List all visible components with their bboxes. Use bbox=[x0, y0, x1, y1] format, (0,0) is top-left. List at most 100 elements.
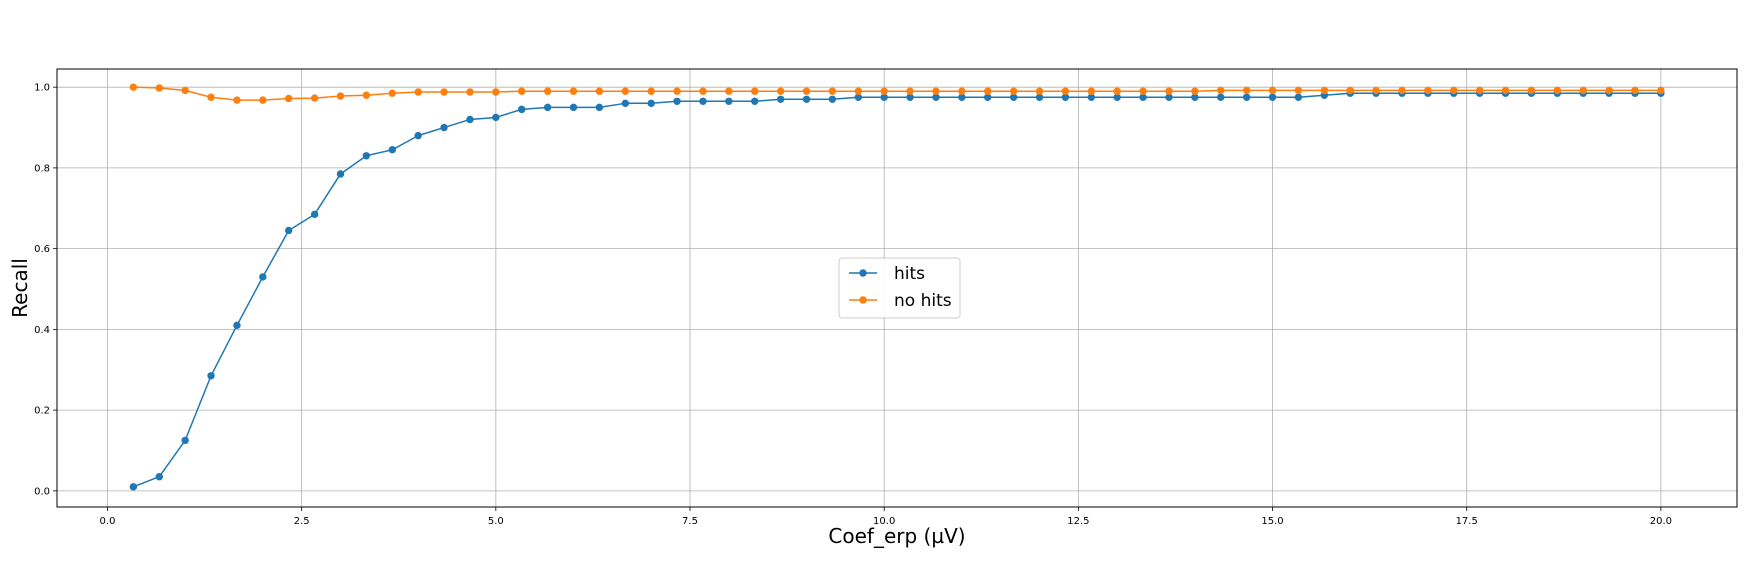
series-0-point bbox=[1139, 93, 1147, 101]
series-0-point bbox=[543, 103, 552, 112]
series-0-point bbox=[1294, 93, 1303, 101]
x-tick-label: 0.0 bbox=[100, 516, 116, 527]
series-1-point bbox=[1217, 86, 1225, 95]
series-0-point bbox=[880, 93, 888, 101]
series-0-point bbox=[595, 103, 604, 112]
plot-frame bbox=[56, 68, 1738, 508]
series-1-point bbox=[647, 87, 655, 95]
series-1-point bbox=[129, 83, 138, 91]
series-1-point bbox=[569, 87, 578, 95]
series-1-point bbox=[1009, 87, 1018, 95]
series-1-point bbox=[751, 87, 759, 95]
legend-label: no hits bbox=[894, 291, 952, 311]
y-tick-label: 0.6 bbox=[34, 244, 50, 255]
series-1-point bbox=[1424, 86, 1432, 95]
series-1-point bbox=[932, 87, 940, 95]
series-line-0 bbox=[133, 92, 1661, 488]
series-0-point bbox=[828, 95, 837, 103]
series-1-point bbox=[1061, 87, 1070, 95]
series-1-point bbox=[854, 87, 863, 95]
series-1-point bbox=[1372, 86, 1380, 95]
series-1-point bbox=[1501, 86, 1510, 95]
series-line-1 bbox=[133, 86, 1661, 101]
series-0-point bbox=[932, 93, 940, 101]
series-0-point bbox=[1217, 93, 1225, 101]
series-1-point bbox=[828, 87, 837, 95]
series-1-point bbox=[1242, 86, 1251, 95]
x-tick-label: 2.5 bbox=[294, 516, 310, 527]
series-1-point bbox=[595, 87, 604, 95]
series-1-point bbox=[1605, 86, 1613, 95]
series-1-point bbox=[1035, 87, 1044, 95]
series-1-point bbox=[1294, 86, 1303, 95]
y-tick-label: 1.0 bbox=[34, 83, 50, 94]
y-tick-label: 0.0 bbox=[34, 486, 50, 497]
series-1-point bbox=[336, 92, 345, 100]
series-1-point bbox=[802, 87, 811, 95]
series-0-point bbox=[1268, 93, 1277, 101]
x-tick-label: 10.0 bbox=[873, 516, 895, 527]
series-1-point bbox=[1398, 86, 1406, 95]
series-0-point bbox=[155, 473, 163, 481]
series-0-point bbox=[129, 483, 138, 491]
series-1-point bbox=[1631, 86, 1639, 95]
legend-label: hits bbox=[894, 264, 925, 284]
series-1-point bbox=[414, 88, 422, 96]
series-0-point bbox=[362, 152, 371, 160]
series-0-point bbox=[259, 273, 267, 281]
legend-swatch-marker bbox=[859, 269, 867, 277]
x-tick-label: 5.0 bbox=[488, 516, 504, 527]
series-0-point bbox=[492, 113, 500, 122]
series-1-point bbox=[1450, 86, 1458, 95]
x-tick-label: 20.0 bbox=[1650, 516, 1672, 527]
series-0-point bbox=[1191, 93, 1199, 101]
series-0-point bbox=[207, 372, 215, 380]
series-0-point bbox=[906, 93, 914, 101]
x-tick-label: 15.0 bbox=[1261, 516, 1283, 527]
series-1-point bbox=[362, 91, 371, 99]
series-1-point bbox=[466, 88, 474, 96]
y-tick-label: 0.2 bbox=[34, 406, 50, 417]
series-0-point bbox=[1087, 93, 1096, 101]
series-layer bbox=[129, 83, 1665, 491]
series-1-point bbox=[958, 87, 966, 95]
series-0-point bbox=[440, 123, 448, 132]
series-1-point bbox=[1553, 86, 1562, 95]
series-0-point bbox=[336, 170, 345, 178]
y-tick-label: 0.8 bbox=[34, 163, 50, 174]
series-1-point bbox=[155, 84, 163, 92]
y-axis-title: Recall bbox=[8, 258, 32, 318]
series-1-point bbox=[1346, 86, 1354, 95]
series-0-point bbox=[569, 103, 578, 112]
series-0-point bbox=[621, 99, 630, 108]
series-1-point bbox=[1191, 87, 1199, 95]
x-tick-label: 17.5 bbox=[1456, 516, 1478, 527]
legend: hits no hits bbox=[838, 257, 961, 319]
series-1-point bbox=[776, 87, 785, 95]
series-0-point bbox=[751, 97, 759, 105]
series-1-point bbox=[388, 89, 397, 97]
series-0-point bbox=[1009, 93, 1018, 101]
series-1-point bbox=[1320, 86, 1329, 95]
series-1-point bbox=[1657, 86, 1665, 95]
series-0-point bbox=[776, 95, 785, 103]
series-0-point bbox=[984, 93, 992, 101]
series-1-point bbox=[1113, 87, 1121, 95]
legend-swatch-marker bbox=[859, 296, 867, 304]
series-1-point bbox=[984, 87, 992, 95]
series-0-point bbox=[1061, 93, 1070, 101]
series-0-point bbox=[1165, 93, 1173, 101]
series-0-point bbox=[647, 99, 655, 108]
series-0-point bbox=[958, 93, 966, 101]
grid bbox=[57, 69, 1737, 507]
series-1-point bbox=[1087, 87, 1096, 95]
series-0-point bbox=[310, 210, 319, 219]
series-0-point bbox=[725, 97, 733, 105]
series-1-point bbox=[440, 88, 448, 96]
series-1-point bbox=[1139, 87, 1147, 95]
series-0-point bbox=[284, 226, 293, 235]
series-0-point bbox=[517, 105, 526, 114]
series-0-point bbox=[1242, 93, 1251, 101]
series-1-point bbox=[906, 87, 914, 95]
